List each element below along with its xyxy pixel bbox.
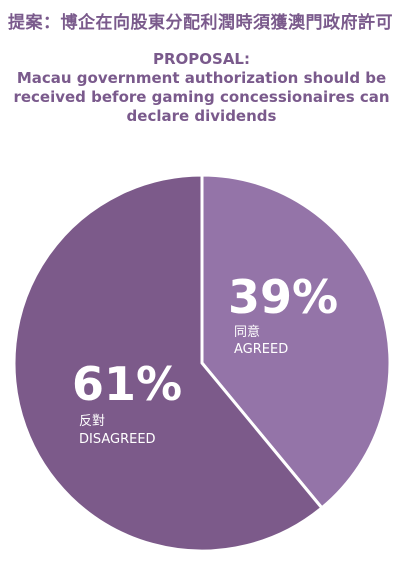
- proposal-text: PROPOSAL: Macau government authorization…: [0, 50, 403, 126]
- disagreed-label-en: DISAGREED: [79, 432, 156, 447]
- agreed-label-en: AGREED: [234, 342, 288, 357]
- agreed-percent-label: 39%: [228, 270, 338, 324]
- proposal-line-2: received before gaming concessionaires c…: [13, 88, 390, 106]
- disagreed-percent-label: 61%: [72, 357, 182, 411]
- pie-slice-disagreed: [12, 173, 324, 553]
- page-title: 提案：博企在向股東分配利潤時須獲澳門政府許可: [8, 13, 393, 33]
- proposal-line-3: declare dividends: [126, 107, 277, 125]
- pie-slice-agreed: [200, 173, 392, 510]
- disagreed-label-zh: 反對: [79, 414, 105, 429]
- proposal-line-1: Macau government authorization should be: [16, 69, 387, 87]
- agreed-label-zh: 同意: [234, 324, 260, 340]
- proposal-label: PROPOSAL:: [152, 50, 250, 68]
